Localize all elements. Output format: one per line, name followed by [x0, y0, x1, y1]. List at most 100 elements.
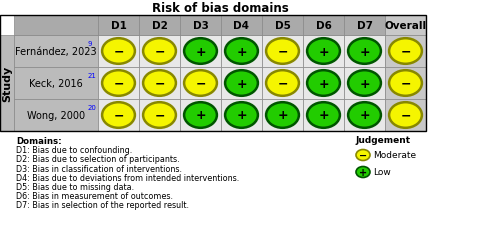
Bar	[14, 2, 426, 16]
Ellipse shape	[143, 39, 176, 64]
Bar	[221, 100, 262, 131]
Bar	[98, 36, 139, 68]
Text: +: +	[318, 77, 329, 90]
Text: Risk of bias domains: Risk of bias domains	[152, 3, 288, 15]
Bar	[14, 36, 98, 68]
Bar	[14, 100, 98, 131]
Text: +: +	[195, 45, 206, 58]
Text: Wong, 2000: Wong, 2000	[27, 110, 85, 121]
Text: D6: Bias in measurement of outcomes.: D6: Bias in measurement of outcomes.	[16, 191, 173, 200]
Text: D4: Bias due to deviations from intended interventions.: D4: Bias due to deviations from intended…	[16, 173, 239, 182]
Text: D1: Bias due to confounding.: D1: Bias due to confounding.	[16, 146, 132, 155]
Text: D1: D1	[110, 21, 126, 31]
Bar	[344, 100, 385, 131]
Ellipse shape	[348, 103, 381, 128]
Text: −: −	[154, 109, 165, 122]
Text: +: +	[359, 109, 370, 122]
Text: +: +	[236, 77, 247, 90]
Text: D4: D4	[234, 21, 250, 31]
Bar	[262, 68, 303, 100]
Bar	[180, 36, 221, 68]
Text: D2: D2	[152, 21, 168, 31]
Ellipse shape	[356, 167, 370, 178]
Ellipse shape	[102, 103, 135, 128]
Bar	[303, 100, 344, 131]
Ellipse shape	[307, 103, 340, 128]
Bar	[385, 68, 426, 100]
Text: −: −	[195, 77, 206, 90]
Ellipse shape	[389, 39, 422, 64]
Bar	[180, 100, 221, 131]
Bar	[262, 36, 303, 68]
Ellipse shape	[143, 103, 176, 128]
Ellipse shape	[307, 39, 340, 64]
Bar	[385, 16, 426, 36]
Ellipse shape	[356, 150, 370, 161]
Ellipse shape	[184, 71, 217, 96]
Text: −: −	[277, 45, 288, 58]
Text: −: −	[359, 150, 367, 160]
Text: Study: Study	[2, 66, 12, 102]
Text: +: +	[195, 109, 206, 122]
Bar	[385, 100, 426, 131]
Bar	[180, 16, 221, 36]
Text: −: −	[400, 45, 411, 58]
Text: D7: D7	[356, 21, 372, 31]
Bar	[139, 68, 180, 100]
Bar	[98, 16, 139, 36]
Ellipse shape	[266, 39, 299, 64]
Bar	[180, 68, 221, 100]
Text: −: −	[277, 77, 288, 90]
Bar	[303, 36, 344, 68]
Text: D6: D6	[316, 21, 332, 31]
Text: D5: Bias due to missing data.: D5: Bias due to missing data.	[16, 182, 134, 191]
Ellipse shape	[102, 71, 135, 96]
Bar	[221, 16, 262, 36]
Bar	[262, 16, 303, 36]
Ellipse shape	[266, 103, 299, 128]
Text: +: +	[318, 45, 329, 58]
Text: D5: D5	[274, 21, 290, 31]
Text: −: −	[154, 45, 165, 58]
Bar	[262, 100, 303, 131]
Text: +: +	[277, 109, 288, 122]
Bar	[385, 36, 426, 68]
Text: D7: Bias in selection of the reported result.: D7: Bias in selection of the reported re…	[16, 201, 189, 210]
Bar	[0, 36, 14, 131]
Bar	[139, 36, 180, 68]
Text: −: −	[400, 77, 411, 90]
Text: Fernández, 2023: Fernández, 2023	[15, 47, 97, 57]
Text: −: −	[113, 109, 124, 122]
Bar	[0, 16, 426, 131]
Bar	[221, 68, 262, 100]
Text: Judgement: Judgement	[355, 135, 410, 144]
Bar	[139, 16, 180, 36]
Bar	[344, 36, 385, 68]
Bar	[303, 16, 344, 36]
Ellipse shape	[348, 71, 381, 96]
Bar	[98, 68, 139, 100]
Ellipse shape	[225, 39, 258, 64]
Ellipse shape	[184, 39, 217, 64]
Bar	[139, 100, 180, 131]
Bar	[303, 68, 344, 100]
Text: 21: 21	[88, 73, 97, 79]
Text: Overall: Overall	[384, 21, 426, 31]
Bar	[14, 68, 98, 100]
Text: Keck, 2016: Keck, 2016	[29, 79, 83, 89]
Bar	[221, 36, 262, 68]
Text: +: +	[359, 167, 367, 177]
Ellipse shape	[348, 39, 381, 64]
Text: +: +	[236, 45, 247, 58]
Ellipse shape	[307, 71, 340, 96]
Bar	[98, 100, 139, 131]
Text: +: +	[359, 45, 370, 58]
Text: D3: Bias in classification of interventions.: D3: Bias in classification of interventi…	[16, 164, 182, 173]
Text: 9: 9	[88, 41, 92, 47]
Text: Moderate: Moderate	[373, 151, 416, 160]
Text: +: +	[236, 109, 247, 122]
Ellipse shape	[389, 71, 422, 96]
Text: −: −	[113, 77, 124, 90]
Ellipse shape	[225, 71, 258, 96]
Bar	[14, 16, 98, 36]
